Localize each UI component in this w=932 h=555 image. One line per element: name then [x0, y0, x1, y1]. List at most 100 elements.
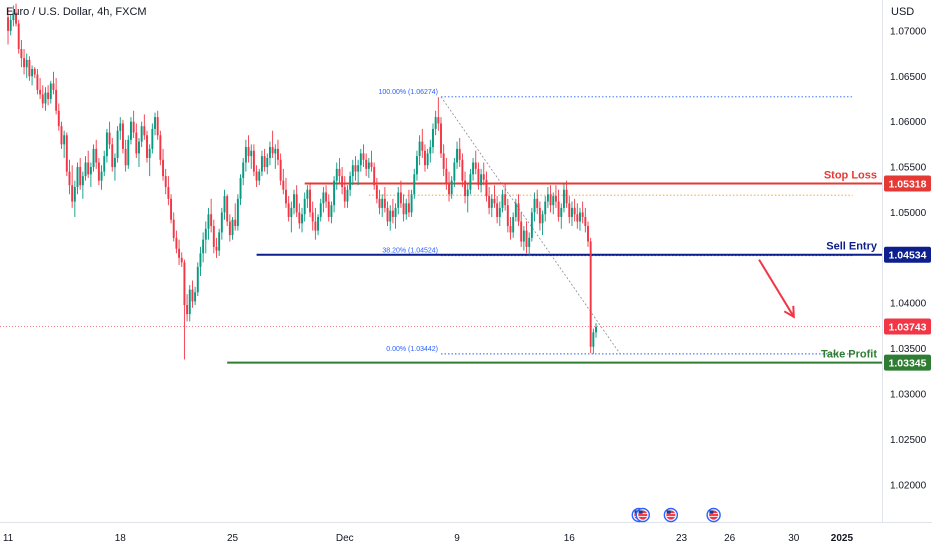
candle-body: [63, 135, 66, 145]
candle: [469, 168, 472, 195]
price-badges: 1.05318 1.04534 1.03345 1.03743: [884, 175, 931, 371]
candle-body: [490, 198, 493, 208]
annotations[interactable]: [758, 259, 795, 319]
candle-body: [103, 156, 106, 172]
candle-body: [370, 162, 373, 168]
candle: [116, 126, 119, 163]
candle: [346, 185, 349, 208]
candle-body: [68, 171, 71, 186]
candle: [183, 259, 186, 360]
candle-body: [568, 203, 571, 217]
candle: [362, 144, 365, 168]
candle-body: [522, 230, 525, 242]
candle: [148, 144, 151, 177]
candle-body: [397, 192, 400, 208]
candle: [76, 162, 79, 195]
candle: [544, 196, 547, 222]
candle: [68, 159, 71, 195]
candle-body: [111, 144, 114, 168]
candle-body: [87, 162, 90, 175]
candle-body: [306, 189, 309, 199]
candle: [317, 214, 320, 236]
candle-body: [375, 185, 378, 199]
candle-body: [333, 180, 336, 206]
candle: [381, 194, 384, 217]
candle-body: [512, 216, 515, 233]
candle: [295, 185, 298, 217]
candle-body: [383, 198, 386, 208]
candle-body: [509, 226, 512, 233]
candle-body: [477, 168, 480, 186]
candle: [357, 159, 360, 186]
candle: [514, 198, 517, 222]
us-flag-icon[interactable]: [706, 507, 721, 523]
candle-body: [589, 241, 592, 347]
candle: [111, 137, 114, 172]
candle: [458, 137, 461, 168]
candle-body: [562, 189, 565, 208]
candle-body: [271, 147, 274, 154]
candle: [552, 192, 555, 215]
candle: [579, 207, 581, 231]
candle-body: [469, 174, 472, 190]
candle-body: [116, 130, 119, 158]
candle: [49, 80, 52, 104]
candle-body: [65, 135, 68, 172]
candle: [186, 294, 189, 322]
us-flag-icon[interactable]: [663, 507, 679, 523]
candle-body: [504, 194, 507, 206]
price-badge: 1.03743: [884, 318, 931, 335]
x-tick-label: 26: [724, 533, 736, 544]
candle: [587, 221, 589, 247]
candle: [41, 85, 44, 109]
candle: [263, 148, 266, 172]
candle: [89, 162, 92, 188]
price-badge-bg: [884, 318, 931, 335]
candle-body: [100, 171, 103, 181]
candle: [228, 214, 231, 242]
us-flag-icon[interactable]: [635, 507, 650, 523]
candle: [595, 323, 597, 338]
candle: [154, 112, 156, 136]
candle: [568, 196, 571, 224]
candle: [108, 121, 111, 149]
candle-body: [592, 332, 595, 347]
candle: [47, 85, 50, 106]
candle: [517, 194, 520, 227]
candle: [71, 165, 74, 208]
candle: [57, 103, 60, 131]
candle-body: [322, 192, 325, 204]
candle: [79, 157, 82, 190]
candle: [282, 168, 285, 195]
candle: [191, 280, 194, 308]
candle: [562, 183, 565, 213]
candle-body: [461, 159, 464, 181]
candle-body: [228, 221, 231, 236]
candle-body: [167, 187, 170, 199]
candle-body: [255, 171, 258, 181]
candle-body: [143, 126, 146, 136]
candle: [164, 168, 167, 195]
candle: [97, 157, 100, 186]
candle-body: [394, 207, 397, 217]
candle: [480, 168, 483, 193]
candle-body: [335, 168, 338, 181]
candle: [73, 180, 76, 217]
candle: [319, 198, 322, 222]
candle: [266, 153, 269, 175]
candle-body: [12, 12, 15, 20]
candle: [180, 252, 183, 267]
candle-body: [223, 196, 226, 213]
down-arrow-shaft[interactable]: [758, 259, 795, 318]
candle-body: [247, 147, 250, 157]
candle-body: [172, 219, 175, 238]
candle: [121, 119, 124, 154]
candle-body: [549, 194, 552, 206]
level-label: Sell Entry: [826, 241, 878, 253]
candle-body: [252, 150, 255, 172]
down-arrow-head[interactable]: [783, 305, 795, 319]
candle: [354, 156, 357, 181]
candle: [391, 198, 394, 224]
candle-body: [196, 266, 199, 293]
